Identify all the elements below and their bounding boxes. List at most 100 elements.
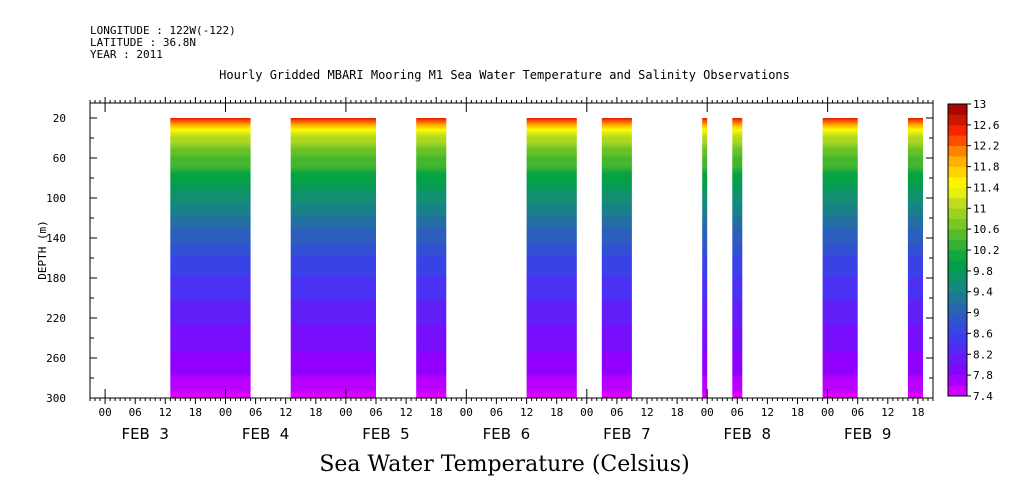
- x-tick-label: 00: [339, 406, 352, 419]
- colorbar-label: 12.2: [973, 140, 1000, 153]
- day-label: FEB 8: [724, 425, 771, 443]
- colorbar-swatch: [948, 333, 967, 345]
- x-tick-label: 18: [189, 406, 202, 419]
- colorbar-swatch: [948, 281, 967, 293]
- colorbar-swatch: [948, 124, 967, 136]
- latitude-label: LATITUDE : 36.8N: [90, 36, 196, 49]
- x-tick-label: 12: [399, 406, 412, 419]
- colorbar-swatch: [948, 104, 967, 115]
- colorbar-swatch: [948, 208, 967, 220]
- colorbar-swatch: [948, 156, 967, 167]
- x-tick-label: 12: [640, 406, 653, 419]
- colorbar-swatch: [948, 145, 967, 157]
- x-tick-label: 06: [851, 406, 864, 419]
- data-segment: [907, 118, 923, 398]
- colorbar-swatch: [948, 323, 967, 334]
- day-label: FEB 4: [242, 425, 289, 443]
- colorbar-label: 11: [973, 202, 986, 215]
- colorbar-label: 11.8: [973, 161, 1000, 174]
- colorbar-label: 9.8: [973, 265, 993, 278]
- y-axis-label: DEPTH (m): [36, 220, 49, 280]
- day-label: FEB 6: [483, 425, 530, 443]
- y-tick-label: 60: [53, 152, 66, 165]
- x-tick-label: 12: [761, 406, 774, 419]
- x-tick-label: 06: [490, 406, 503, 419]
- data-segment: [822, 118, 858, 398]
- colorbar-label: 7.4: [973, 390, 993, 403]
- colorbar-label: 12.6: [973, 119, 1000, 132]
- data-segment: [416, 118, 447, 398]
- x-tick-label: 12: [279, 406, 292, 419]
- day-label: FEB 7: [603, 425, 650, 443]
- data-segment: [732, 118, 743, 398]
- colorbar-swatch: [948, 312, 967, 324]
- colorbar-swatch: [948, 239, 967, 251]
- colorbar-swatch: [948, 135, 967, 147]
- colorbar-label: 8.6: [973, 327, 993, 340]
- colorbar-swatch: [948, 197, 967, 209]
- x-tick-label: 12: [881, 406, 894, 419]
- colorbar-swatch: [948, 385, 967, 397]
- day-label: FEB 5: [362, 425, 409, 443]
- x-tick-label: 18: [550, 406, 563, 419]
- x-tick-label: 18: [791, 406, 804, 419]
- y-tick-label: 100: [46, 192, 66, 205]
- x-tick-label: 18: [309, 406, 322, 419]
- colorbar-label: 10.2: [973, 244, 1000, 257]
- colorbar-swatch: [948, 260, 967, 272]
- x-tick-label: 18: [670, 406, 683, 419]
- colorbar-label: 8.2: [973, 348, 993, 361]
- colorbar-swatch: [948, 291, 967, 303]
- colorbar-swatch: [948, 375, 967, 386]
- x-tick-label: 00: [701, 406, 714, 419]
- x-tick-label: 18: [911, 406, 924, 419]
- x-tick-label: 06: [129, 406, 142, 419]
- y-tick-label: 140: [46, 232, 66, 245]
- colorbar-swatch: [948, 229, 967, 240]
- x-tick-label: 12: [159, 406, 172, 419]
- x-tick-label: 00: [98, 406, 111, 419]
- colorbar-swatch: [948, 364, 967, 376]
- colorbar-swatch: [948, 343, 967, 355]
- x-tick-label: 06: [610, 406, 623, 419]
- colorbar-swatch: [948, 114, 967, 126]
- data-segment: [526, 118, 577, 398]
- colorbar-swatch: [948, 250, 967, 261]
- colorbar-swatch: [948, 187, 967, 199]
- y-tick-label: 20: [53, 112, 66, 125]
- colorbar-swatch: [948, 302, 967, 313]
- colorbar-swatch: [948, 218, 967, 230]
- y-tick-label: 220: [46, 312, 66, 325]
- x-tick-label: 06: [249, 406, 262, 419]
- colorbar-swatch: [948, 166, 967, 178]
- year-label: YEAR : 2011: [90, 48, 163, 61]
- x-tick-label: 00: [219, 406, 232, 419]
- x-tick-label: 00: [580, 406, 593, 419]
- colorbar-swatch: [948, 270, 967, 282]
- colorbar-swatch: [948, 354, 967, 366]
- data-segment: [290, 118, 376, 398]
- day-label: FEB 3: [121, 425, 168, 443]
- colorbar-label: 11.4: [973, 181, 1000, 194]
- x-tick-label: 12: [520, 406, 533, 419]
- x-axis-label: Sea Water Temperature (Celsius): [319, 452, 690, 477]
- day-label: FEB 9: [844, 425, 891, 443]
- y-tick-label: 300: [46, 392, 66, 405]
- x-tick-label: 00: [821, 406, 834, 419]
- x-tick-label: 06: [731, 406, 744, 419]
- x-tick-label: 18: [430, 406, 443, 419]
- x-tick-label: 00: [460, 406, 473, 419]
- colorbar-label: 9.4: [973, 286, 993, 299]
- colorbar-label: 10.6: [973, 223, 1000, 236]
- data-segment: [170, 118, 251, 398]
- colorbar-swatch: [948, 177, 967, 188]
- colorbar-label: 7.8: [973, 369, 993, 382]
- data-segment: [601, 118, 632, 398]
- colorbar-label: 9: [973, 307, 980, 320]
- chart-title: Hourly Gridded MBARI Mooring M1 Sea Wate…: [219, 68, 790, 82]
- y-tick-label: 180: [46, 272, 66, 285]
- colorbar-label: 13: [973, 98, 986, 111]
- y-tick-label: 260: [46, 352, 66, 365]
- data-segment: [702, 118, 708, 398]
